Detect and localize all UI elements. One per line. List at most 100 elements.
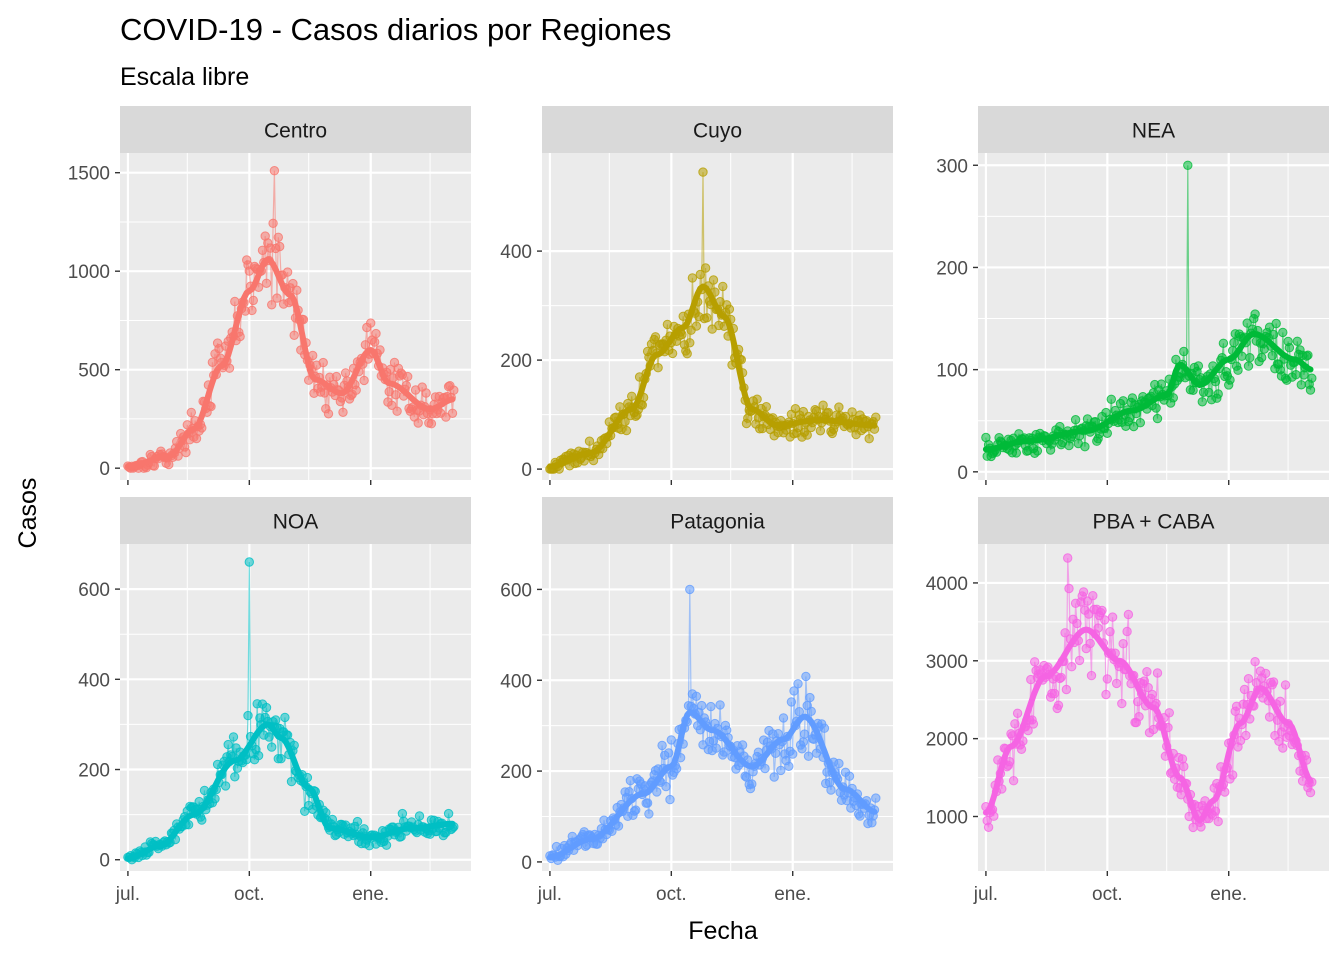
data-point (359, 824, 369, 834)
data-point (718, 281, 728, 292)
y-tick-label: 1000 (926, 808, 968, 829)
facet-strip-label: NOA (273, 511, 319, 534)
data-point (1213, 816, 1223, 827)
trend-line (546, 709, 878, 861)
data-point (282, 267, 293, 277)
data-point (1053, 700, 1064, 710)
data-point (989, 811, 999, 821)
data-point (269, 166, 280, 176)
data-point (1061, 684, 1072, 695)
data-point (770, 748, 781, 758)
data-point (449, 385, 459, 395)
data-point (1063, 553, 1073, 563)
data-point (181, 447, 191, 458)
data-point (1278, 743, 1288, 753)
x-tick-label: ene. (352, 884, 389, 905)
data-point (834, 758, 844, 769)
y-tick-label: 300 (936, 156, 968, 177)
data-point (715, 700, 725, 710)
data-point (261, 278, 272, 288)
data-point (724, 304, 735, 314)
data-point (253, 750, 264, 761)
data-point (1213, 389, 1223, 399)
chart-title: COVID-19 - Casos diarios por Regiones (120, 12, 671, 47)
data-point (1030, 657, 1040, 667)
data-point (1055, 421, 1065, 432)
x-tick-label: oct. (234, 884, 265, 905)
data-point (289, 330, 299, 340)
data-point (1117, 698, 1127, 709)
y-tick-label: 0 (521, 853, 532, 874)
data-point (371, 328, 381, 339)
data-point (1183, 160, 1193, 171)
data-point (1074, 655, 1085, 666)
data-point (1152, 413, 1163, 424)
data-point (784, 761, 794, 771)
data-point (1147, 689, 1157, 700)
data-point (257, 245, 268, 256)
data-point (1243, 361, 1254, 371)
data-point (381, 840, 392, 850)
data-point (667, 348, 678, 359)
data-point (413, 418, 423, 428)
data-point (702, 313, 712, 323)
x-tick-label: ene. (774, 884, 811, 905)
data-point (737, 740, 748, 750)
data-point (1241, 730, 1251, 741)
data-point (1118, 639, 1128, 649)
facet-panel-centro: Centro 0 500 1000 1500 (68, 106, 471, 485)
data-point (627, 391, 637, 401)
facet-strip (542, 497, 893, 544)
data-point (613, 821, 624, 831)
data-point (1196, 822, 1206, 832)
data-point (1134, 712, 1144, 722)
data-point (650, 332, 661, 342)
data-point (1107, 612, 1118, 622)
facet-strip (542, 106, 893, 153)
data-point (823, 407, 833, 418)
data-point (1097, 605, 1107, 616)
facet-strip-label: NEA (1132, 120, 1175, 143)
data-point (1080, 442, 1090, 452)
facet-strip (120, 106, 471, 153)
data-point (793, 679, 803, 689)
data-point (164, 459, 174, 470)
data-point (691, 691, 702, 701)
data-point (706, 701, 716, 712)
data-point (1101, 407, 1111, 418)
data-point (421, 388, 431, 398)
data-point (1171, 354, 1181, 365)
data-point (691, 321, 702, 331)
y-tick-label: 0 (99, 851, 110, 872)
data-point (1168, 393, 1179, 403)
data-point (826, 785, 836, 795)
y-tick-label: 400 (500, 671, 532, 692)
data-point (267, 742, 277, 752)
data-point (1233, 365, 1243, 375)
data-point (1106, 394, 1117, 404)
trend-line (982, 626, 1314, 824)
data-point (1280, 680, 1291, 690)
data-point (1102, 428, 1113, 438)
data-point (1292, 336, 1303, 346)
data-point (752, 394, 762, 404)
data-point (331, 371, 342, 382)
y-tick-label: 1500 (68, 164, 110, 185)
data-point (983, 822, 994, 832)
data-point (805, 692, 815, 703)
data-point (1225, 375, 1235, 385)
data-point (644, 809, 654, 819)
y-tick-label: 600 (500, 580, 532, 601)
data-point (248, 295, 259, 306)
facet-strip-label: Patagonia (670, 511, 765, 534)
data-point (695, 269, 705, 280)
facet-panel-patagonia: Patagonia 0 200 400 600 jul. oct. ene. (500, 497, 893, 905)
data-point (844, 771, 855, 781)
y-tick-label: 200 (936, 258, 968, 279)
data-point (1028, 719, 1039, 729)
facet-panel-nea: NEA 0 100 200 300 (936, 106, 1329, 485)
data-point (1257, 352, 1267, 363)
data-point (414, 811, 425, 821)
data-point (818, 400, 828, 410)
data-point (1032, 446, 1043, 456)
